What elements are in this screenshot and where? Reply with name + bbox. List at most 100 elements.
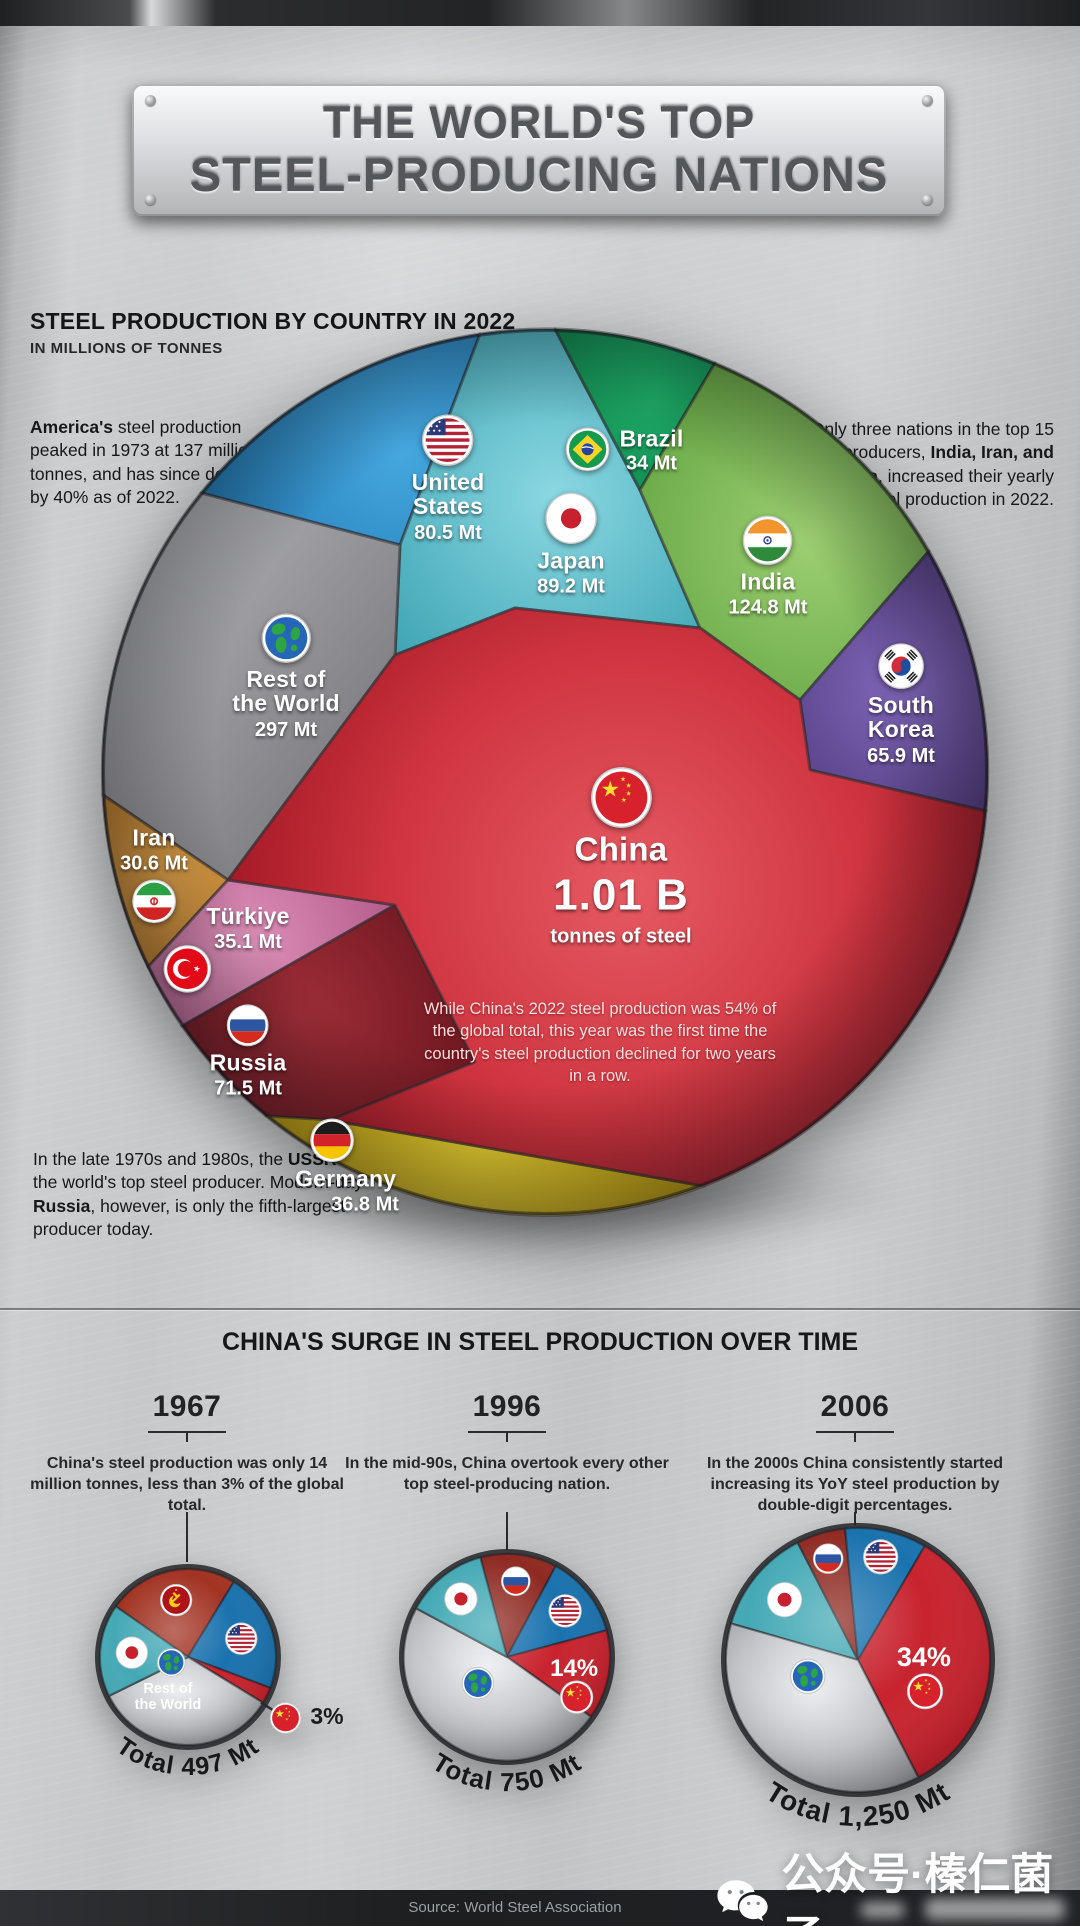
china-flag-icon (589, 766, 653, 830)
metal-top-edge (0, 0, 1080, 26)
country-value: 80.5 Mt (414, 521, 482, 544)
steel-production-chart: United States 80.5 Mt Brazil 34 Mt Japan… (100, 327, 990, 1217)
country-value: 34 Mt (625, 452, 678, 475)
year-tick (506, 1433, 508, 1442)
watermark: 公众号·榛仁菌子 (716, 1840, 1080, 1926)
country-value: 35.1 Mt (214, 931, 282, 954)
turkiye-flag-icon (162, 944, 212, 994)
screw-icon (922, 95, 933, 106)
note-ussr-b2: Russia (33, 1195, 91, 1216)
section2-heading-rest: SURGE IN STEEL PRODUCTION OVER TIME (323, 1328, 859, 1356)
country-value: 1.01 B (553, 870, 689, 920)
note-america: America's steel production peaked in 197… (30, 416, 292, 509)
country-name: South Korea (867, 692, 935, 743)
country-name: Russia (209, 1049, 287, 1076)
screw-icon (145, 95, 156, 106)
country-unit: tonnes of steel (550, 925, 692, 948)
year-rule (816, 1431, 894, 1433)
note-ussr: In the late 1970s and 1980s, the USSR wa… (33, 1148, 385, 1241)
pie-1996: 14%Total 750 Mt (399, 1549, 615, 1797)
source-credit: Source: World Steel Association (408, 1899, 622, 1916)
svg-text:the World: the World (135, 1697, 202, 1713)
label-rest-of-world: Rest of the World 297 Mt (232, 612, 340, 742)
year-tick (186, 1433, 188, 1442)
label-turkiye: Türkiye 35.1 Mt (206, 902, 290, 954)
label-united-states: United States 80.5 Mt (412, 413, 485, 545)
note-america-text: steel production peaked in 1973 at 137 m… (30, 417, 271, 507)
chart-rim (102, 329, 988, 1215)
label-south-korea: South Korea 65.9 Mt (867, 642, 935, 768)
brazil-flag-icon (565, 426, 611, 472)
label-germany: Germany 36.8 Mt (283, 1117, 399, 1216)
earth-globe-icon (260, 612, 312, 664)
watermark-blur (860, 1902, 905, 1918)
country-name: Brazil (619, 425, 684, 452)
svg-text:Rest of: Rest of (143, 1681, 192, 1697)
title-plate: THE WORLD'S TOP STEEL-PRODUCING NATIONS (132, 84, 946, 216)
china-note: While China's 2022 steel production was … (423, 1000, 777, 1086)
label-brazil: Brazil 34 Mt (565, 426, 684, 475)
japan-flag-icon (544, 491, 598, 545)
india-flag-icon (742, 514, 794, 566)
country-name: Germany (295, 1165, 397, 1192)
label-india: India 124.8 Mt (728, 514, 808, 619)
year-label: 1967 (152, 1390, 222, 1423)
country-value: 30.6 Mt (120, 852, 188, 875)
country-name: India (740, 568, 796, 595)
country-value: 71.5 Mt (214, 1077, 282, 1100)
main-title-line2: STEEL-PRODUCING NATIONS (189, 147, 889, 201)
main-title-line1: THE WORLD'S TOP (322, 97, 756, 149)
svg-text:34%: 34% (897, 1642, 951, 1672)
timeline-2006: 2006 In the 2000s China consistently sta… (690, 1390, 1020, 1516)
year-rule (468, 1431, 546, 1433)
country-name: Rest of the World (232, 666, 340, 717)
country-name: China (574, 830, 668, 868)
section2-heading: CHINA'S SURGE IN STEEL PRODUCTION OVER T… (0, 1328, 1080, 1357)
note-top15-text2: , increased their yearly steel productio… (863, 465, 1054, 509)
year-caption: In the mid-90s, China overtook every oth… (345, 1455, 669, 1494)
screw-icon (922, 194, 933, 205)
country-value: 65.9 Mt (867, 744, 935, 767)
timeline-1967: 1967 China's steel production was only 1… (22, 1390, 352, 1516)
watermark-text: 公众号·榛仁菌子 (781, 1851, 1054, 1926)
note-america-bold: America's (30, 417, 113, 437)
connector-line (506, 1512, 508, 1550)
year-rule (148, 1431, 226, 1433)
section2-heading-bold: CHINA'S (221, 1328, 324, 1356)
year-label: 2006 (820, 1390, 890, 1423)
iran-flag-icon (131, 879, 177, 925)
note-top15-text1: Only three nations in the top 15 produce… (810, 419, 1054, 463)
timeline-1996: 1996 In the mid-90s, China overtook ever… (342, 1390, 672, 1495)
label-china: China 1.01 B tonnes of steel (550, 766, 692, 949)
watermark-blur (925, 1898, 1065, 1920)
label-japan: Japan 89.2 Mt (537, 491, 605, 598)
year-tick (854, 1433, 856, 1442)
svg-text:14%: 14% (550, 1655, 598, 1682)
section1-heading: STEEL PRODUCTION BY COUNTRY IN 2022 (30, 308, 516, 334)
country-value: 89.2 Mt (537, 575, 605, 598)
country-value: 124.8 Mt (728, 596, 808, 619)
russia-flag-icon (226, 1003, 270, 1047)
germany-flag-icon (309, 1117, 355, 1163)
note-top15: Only three nations in the top 15 produce… (762, 418, 1054, 511)
label-russia: Russia 71.5 Mt (210, 1003, 287, 1100)
connector-line (854, 1512, 856, 1525)
screw-icon (145, 194, 156, 205)
svg-text:3%: 3% (310, 1703, 343, 1729)
section1-subheading: IN MILLIONS OF TONNES (30, 340, 223, 357)
us-flag-icon (421, 413, 475, 467)
section-divider (0, 1308, 1080, 1310)
connector-line (186, 1512, 188, 1562)
note-ussr-t1: In the late 1970s and 1980s, the (33, 1149, 288, 1169)
country-name: Japan (537, 547, 605, 574)
country-value: 297 Mt (254, 718, 318, 741)
year-caption: China's steel production was only 14 mil… (30, 1455, 344, 1515)
country-name: Türkiye (206, 902, 290, 929)
wechat-icon (717, 1880, 768, 1922)
note-ussr-t3: , however, is only the fifth-largest pro… (33, 1195, 345, 1239)
year-label: 1996 (472, 1390, 542, 1423)
country-name: United States (411, 469, 485, 520)
pie-2006: 34%Total 1,250 Mt (721, 1523, 995, 1832)
